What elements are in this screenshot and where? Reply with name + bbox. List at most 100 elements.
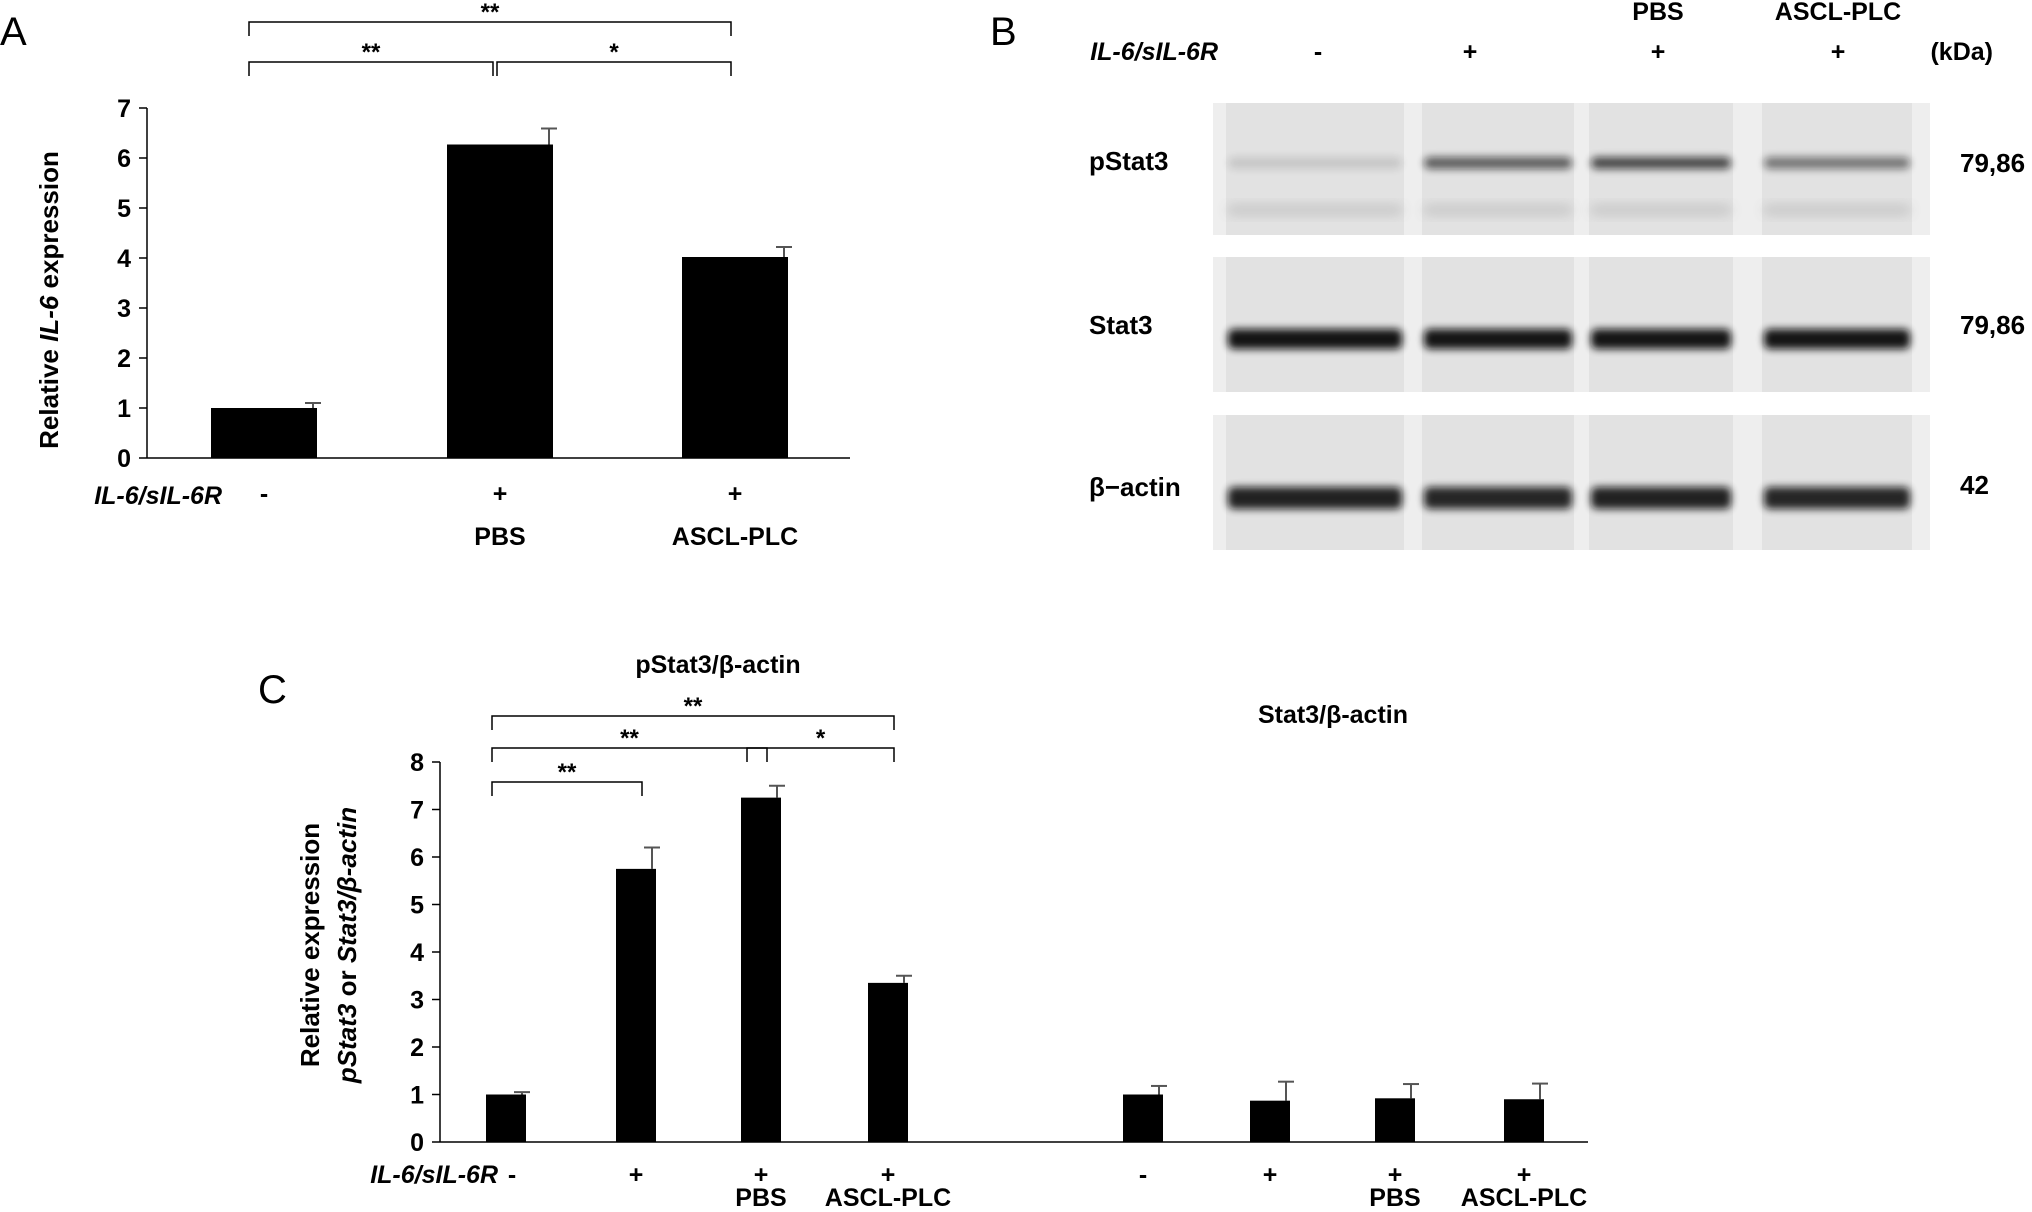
panel-c-bar xyxy=(741,797,781,1142)
panel-c-y-axis-label-line2: pStat3 or Stat3/β-actin xyxy=(332,807,362,1084)
panel-c-y-tick-label: 7 xyxy=(410,797,424,825)
panel-c-y-tick-label: 3 xyxy=(410,987,424,1015)
blot-lane-background xyxy=(1422,415,1574,550)
blot-row-label: pStat3 xyxy=(1089,146,1168,176)
blot-band xyxy=(1764,157,1910,169)
blot-lane-background xyxy=(1589,257,1733,392)
panel-b: B IL-6/sIL-6R (kDa) - + + PBS + ASCL-PLC pSta… xyxy=(990,0,2025,550)
blot-lane-background xyxy=(1226,415,1404,550)
blot-lane-background xyxy=(1762,257,1912,392)
blot-row-label: β−actin xyxy=(1089,472,1181,502)
blot-lane-treatment: + xyxy=(1463,38,1478,66)
panel-c-bar xyxy=(1123,1094,1163,1142)
panel-c-group-title: pStat3/β-actin xyxy=(635,651,800,679)
panel-a-y-tick-label: 6 xyxy=(117,145,131,173)
panel-a-significance-bracket xyxy=(248,61,494,76)
panel-c-y-tick-label: 8 xyxy=(410,749,424,777)
panel-c-y-tick-label: 5 xyxy=(410,892,424,920)
panel-a-treatment-label: IL-6/sIL-6R xyxy=(94,482,222,510)
panel-a-treatment-sign: + xyxy=(728,480,743,508)
blot-row-label: Stat3 xyxy=(1089,310,1153,340)
blot-band xyxy=(1591,487,1731,509)
panel-c-bar xyxy=(1375,1098,1415,1142)
panel-a-y-axis-label: Relative IL-6 expression xyxy=(34,151,64,449)
blot-row-kda: 79,86 xyxy=(1960,148,2025,178)
panel-c-treatment-sign: - xyxy=(508,1161,516,1189)
blot-kda-unit: (kDa) xyxy=(1930,38,1993,66)
panel-c-significance-bracket xyxy=(491,781,643,796)
blot-band-faint xyxy=(1228,206,1402,214)
blot-band xyxy=(1228,329,1402,349)
panel-c-significance-label: ** xyxy=(558,759,577,786)
blot-band xyxy=(1764,487,1910,509)
panel-a-significance-bracket xyxy=(248,21,732,36)
blot-lane-treatment: - xyxy=(1314,38,1322,66)
panel-a-y-tick-label: 4 xyxy=(117,245,131,273)
panel-c-letter: C xyxy=(258,668,287,712)
panel-c-bar xyxy=(1504,1099,1544,1142)
panel-c-group-title: Stat3/β-actin xyxy=(1258,701,1408,729)
panel-c: C Relative expression pStat3 or Stat3/β-… xyxy=(258,651,1588,1212)
panel-a-bar xyxy=(447,144,553,458)
panel-c-group-label: PBS xyxy=(1369,1184,1420,1212)
panel-c-significance-bracket xyxy=(746,747,895,762)
panel-c-y-tick-label: 1 xyxy=(410,1082,424,1110)
panel-c-treatment-sign: - xyxy=(1139,1161,1147,1189)
panel-c-y-tick-label: 0 xyxy=(410,1129,424,1157)
blot-lane-group: PBS xyxy=(1632,0,1683,26)
panel-a-significance-label: * xyxy=(609,39,619,66)
panel-a-group-label: PBS xyxy=(474,523,525,551)
panel-a-significance-label: ** xyxy=(362,39,381,66)
blot-band-faint xyxy=(1424,206,1572,214)
panel-a-group-label: ASCL-PLC xyxy=(672,523,798,551)
panel-c-y-tick-label: 4 xyxy=(410,939,424,967)
panel-c-bar xyxy=(486,1094,526,1142)
panel-a-y-tick-label: 5 xyxy=(117,195,131,223)
panel-a-y-tick-label: 7 xyxy=(117,95,131,123)
blot-lane-background xyxy=(1226,257,1404,392)
blot-row-kda: 79,86 xyxy=(1960,310,2025,340)
panel-a-significance-label: ** xyxy=(481,0,500,26)
panel-c-treatment-sign: + xyxy=(1388,1161,1403,1189)
panel-a-bar xyxy=(211,408,317,458)
panel-a-y-tick-label: 3 xyxy=(117,295,131,323)
blot-lane-group: ASCL-PLC xyxy=(1775,0,1901,26)
panel-c-treatment-sign: + xyxy=(881,1161,896,1189)
panel-a-treatment-sign: + xyxy=(493,480,508,508)
blot-band-faint xyxy=(1591,206,1731,214)
panel-c-treatment-label: IL-6/sIL-6R xyxy=(370,1161,498,1189)
panel-a-bar xyxy=(682,257,788,458)
panel-c-y-axis-label-line1: Relative expression xyxy=(295,823,325,1067)
blot-band xyxy=(1228,487,1402,509)
blot-band xyxy=(1424,329,1572,349)
panel-a-y-tick-label: 1 xyxy=(117,395,131,423)
panel-a-y-tick-label: 0 xyxy=(117,445,131,473)
blot-band xyxy=(1591,157,1731,169)
blot-lane-treatment: + xyxy=(1651,38,1666,66)
panel-c-treatment-sign: + xyxy=(754,1161,769,1189)
panel-a-letter: A xyxy=(0,10,27,54)
blot-band xyxy=(1228,157,1402,169)
panel-c-y-tick-label: 6 xyxy=(410,844,424,872)
blot-band xyxy=(1424,487,1572,509)
blot-lane-treatment: + xyxy=(1831,38,1846,66)
panel-c-significance-label: ** xyxy=(620,725,639,752)
blot-band xyxy=(1424,157,1572,169)
panel-c-significance-bracket xyxy=(491,747,768,762)
panel-c-group-label: ASCL-PLC xyxy=(1461,1184,1587,1212)
blot-band xyxy=(1591,329,1731,349)
blot-band-faint xyxy=(1764,206,1910,214)
blot-row-kda: 42 xyxy=(1960,470,1989,500)
panel-a-significance-bracket xyxy=(496,61,732,76)
blot-lane-background xyxy=(1762,415,1912,550)
panel-c-treatment-sign: + xyxy=(1517,1161,1532,1189)
panel-c-group-label: ASCL-PLC xyxy=(825,1184,951,1212)
panel-c-bar xyxy=(616,868,656,1142)
panel-a-y-tick-label: 2 xyxy=(117,345,131,373)
panel-c-treatment-sign: + xyxy=(1263,1161,1278,1189)
panel-c-significance-label: ** xyxy=(684,693,703,720)
panel-c-y-tick-label: 2 xyxy=(410,1034,424,1062)
panel-a-treatment-sign: - xyxy=(260,480,268,508)
